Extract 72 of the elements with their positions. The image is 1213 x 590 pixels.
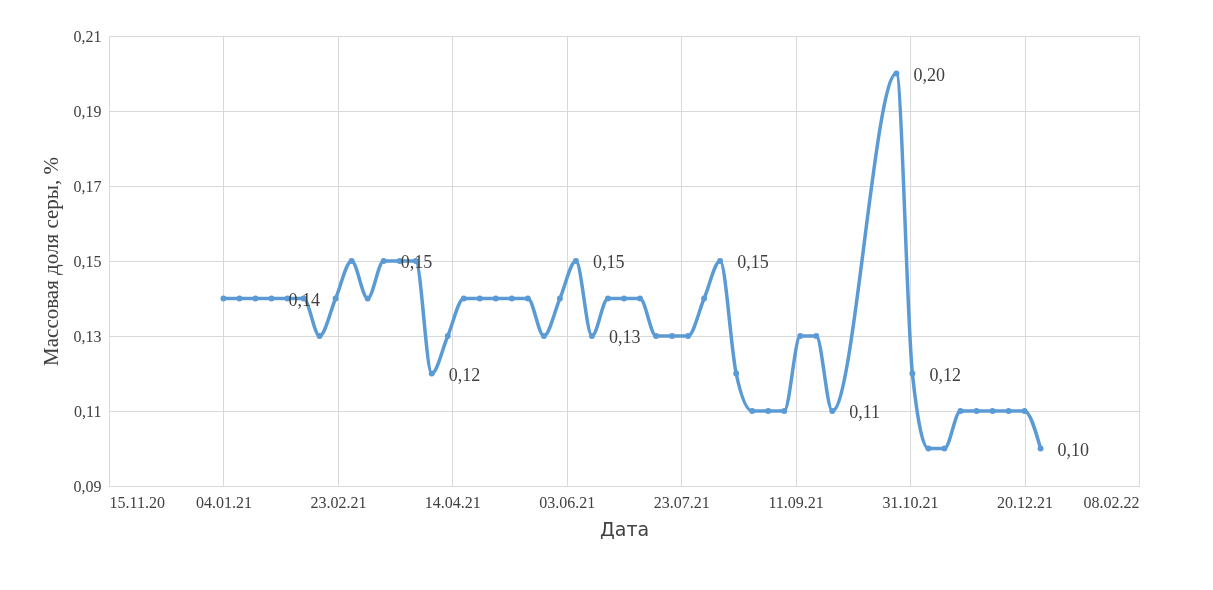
point <box>348 258 355 264</box>
point <box>252 295 259 302</box>
x-tick-label: 31.10.21 <box>882 493 939 511</box>
point <box>909 370 916 377</box>
y-axis-title: Массовая доля серы, % <box>38 157 63 366</box>
point <box>460 295 467 302</box>
data-label: 0,20 <box>913 64 945 85</box>
y-tick-label: 0,21 <box>73 27 102 45</box>
data-label: 0,12 <box>929 364 961 385</box>
y-tick-label: 0,19 <box>73 102 102 120</box>
point <box>605 295 611 302</box>
point <box>589 333 595 339</box>
data-label: 0,12 <box>448 364 481 385</box>
x-tick-label: 15.11.20 <box>109 493 165 511</box>
point <box>749 408 756 414</box>
point <box>893 70 900 77</box>
point <box>428 370 435 377</box>
point <box>1005 408 1012 414</box>
point <box>236 295 243 302</box>
y-tick-label: 0,11 <box>74 402 102 420</box>
data-label: 0,11 <box>849 402 881 422</box>
point <box>765 408 772 414</box>
data-label: 0,13 <box>608 327 641 347</box>
point <box>685 333 692 339</box>
point <box>364 295 371 302</box>
data-label: 0,15 <box>737 252 769 272</box>
x-axis-title: Дата <box>599 517 650 540</box>
point <box>380 258 387 264</box>
x-tick-label: 23.07.21 <box>653 493 710 511</box>
point <box>316 333 323 339</box>
data-label: 0,15 <box>592 252 625 272</box>
point <box>653 333 659 339</box>
point <box>540 333 547 339</box>
point <box>556 295 563 302</box>
y-tick-label: 0,15 <box>73 252 102 270</box>
point <box>781 408 788 414</box>
y-tick-label: 0,13 <box>73 327 102 345</box>
point <box>669 333 676 339</box>
x-tick-label: 04.01.21 <box>195 493 252 511</box>
point <box>925 445 932 452</box>
data-label: 0,10 <box>1057 439 1090 460</box>
point <box>268 295 275 302</box>
point <box>797 333 804 339</box>
point <box>572 258 579 264</box>
point <box>973 408 980 414</box>
point <box>733 370 740 377</box>
point <box>220 295 227 302</box>
point <box>701 295 708 302</box>
point <box>524 295 531 302</box>
x-tick-label: 23.02.21 <box>310 493 367 511</box>
point <box>621 295 627 302</box>
x-tick-label: 14.04.21 <box>424 493 481 511</box>
point <box>1021 408 1028 414</box>
point <box>492 295 499 302</box>
y-tick-label: 0,17 <box>73 177 102 195</box>
point <box>941 445 948 452</box>
point <box>637 295 643 302</box>
x-tick-label: 20.12.21 <box>997 493 1054 511</box>
point <box>332 295 339 302</box>
point <box>717 258 724 264</box>
point <box>508 295 515 302</box>
point <box>444 333 451 339</box>
point <box>829 408 836 414</box>
x-tick-label: 11.09.21 <box>768 493 824 511</box>
point <box>957 408 964 414</box>
x-tick-label: 08.02.22 <box>1083 493 1140 511</box>
point <box>813 333 820 339</box>
x-tick-label: 03.06.21 <box>539 493 596 511</box>
point <box>989 408 996 414</box>
y-tick-label: 0,09 <box>73 477 102 495</box>
point <box>1037 445 1044 452</box>
point <box>476 295 483 302</box>
